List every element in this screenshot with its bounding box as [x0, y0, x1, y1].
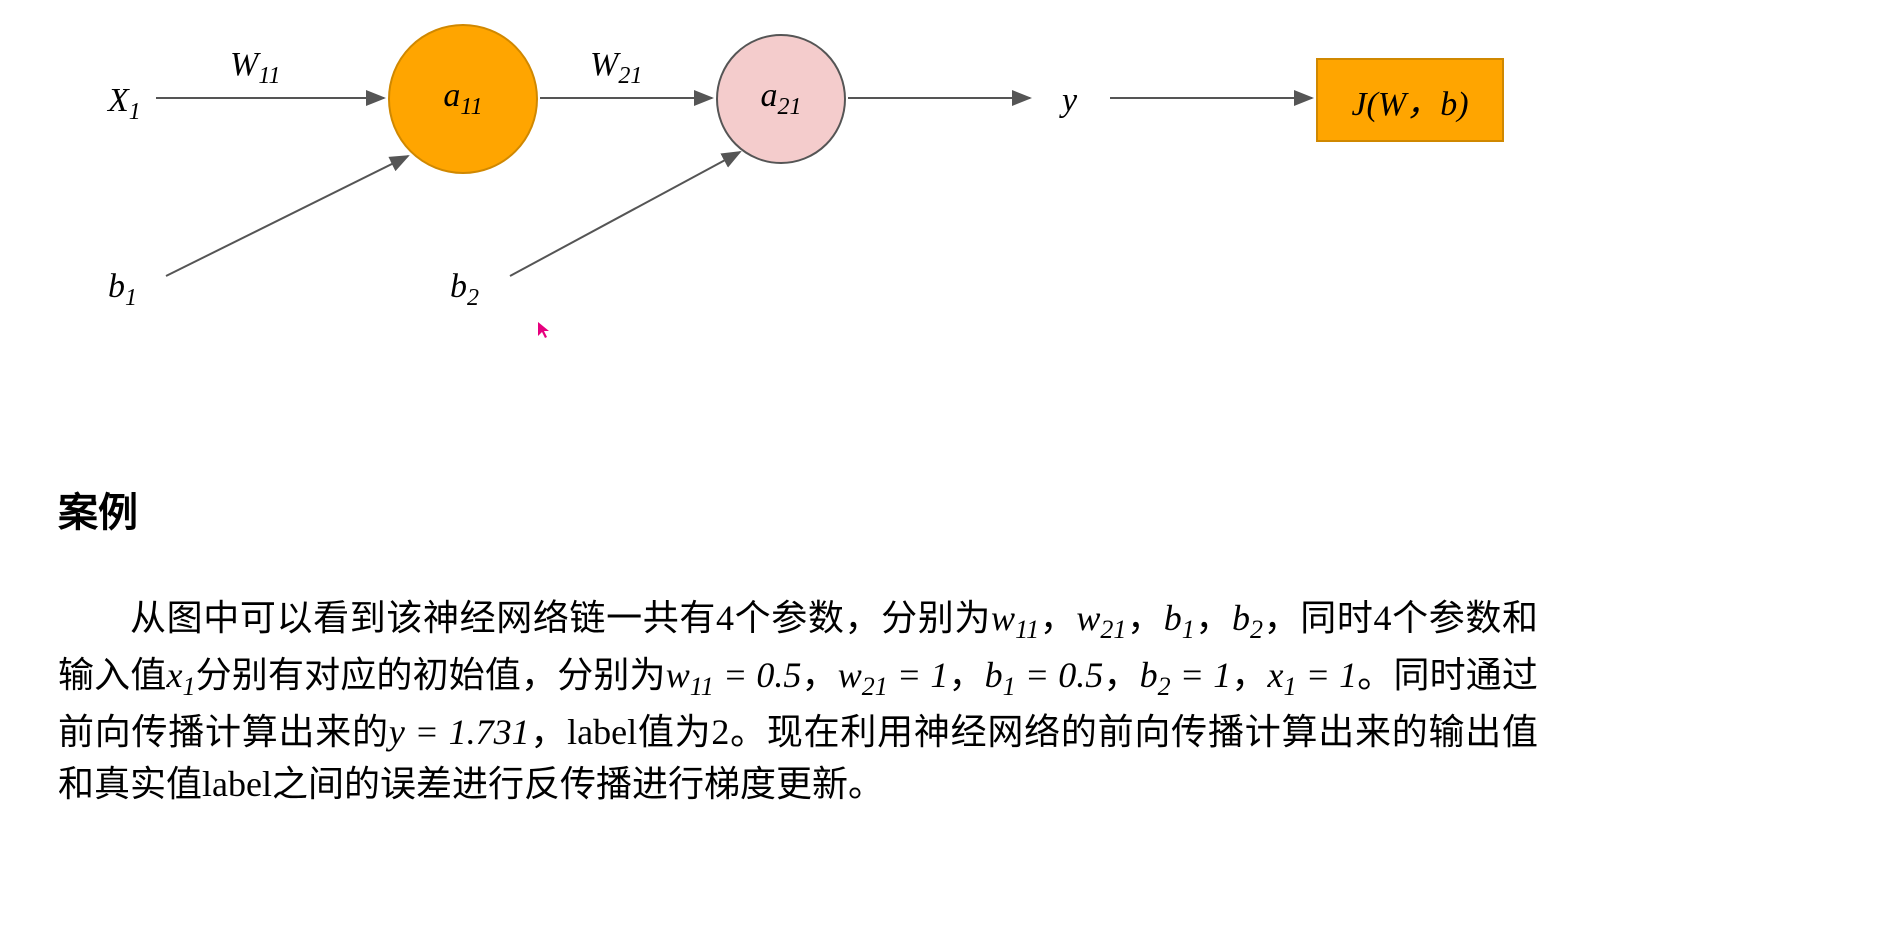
node-a21: a21: [716, 34, 846, 164]
node-cost: J(W，b): [1316, 58, 1504, 142]
label-w21: W21: [590, 46, 642, 90]
node-x1-sub: 1: [129, 99, 141, 125]
cursor-icon: [538, 322, 550, 343]
node-a11-sub: 11: [460, 94, 482, 120]
node-a21-label: a21: [761, 77, 802, 121]
node-a11-label: a11: [443, 77, 482, 121]
node-x1: X1: [108, 82, 141, 126]
edge-b1-a11: [166, 156, 408, 276]
node-b2: b2: [450, 268, 479, 312]
label-w21-sub: 21: [618, 63, 642, 89]
node-b2-base: b: [450, 268, 467, 305]
heading: 案例: [58, 480, 1538, 538]
node-b1: b1: [108, 268, 137, 312]
node-x1-base: X: [108, 82, 129, 119]
node-b1-sub: 1: [125, 285, 137, 311]
label-w11-sub: 11: [258, 63, 280, 89]
node-b1-base: b: [108, 268, 125, 305]
node-a21-base: a: [761, 77, 778, 114]
node-a11: a11: [388, 24, 538, 174]
node-a11-base: a: [443, 77, 460, 114]
node-y-base: y: [1062, 82, 1077, 119]
text-block: 案例 从图中可以看到该神经网络链一共有4个参数，分别为w11，w21，b1，b2…: [58, 480, 1538, 810]
edge-b2-a21: [510, 152, 740, 276]
node-b2-sub: 2: [467, 285, 479, 311]
node-y: y: [1062, 82, 1077, 120]
diagram-area: X1 W11 a11 W21 a21 y b1 b2 J(W，b): [0, 0, 1884, 400]
label-w11: W11: [230, 46, 281, 90]
node-cost-label: J(W，b): [1351, 76, 1468, 125]
label-w21-base: W: [590, 46, 618, 83]
edges-svg: [0, 0, 1884, 400]
paragraph: 从图中可以看到该神经网络链一共有4个参数，分别为w11，w21，b1，b2，同时…: [58, 592, 1538, 810]
node-a21-sub: 21: [778, 94, 802, 120]
label-w11-base: W: [230, 46, 258, 83]
